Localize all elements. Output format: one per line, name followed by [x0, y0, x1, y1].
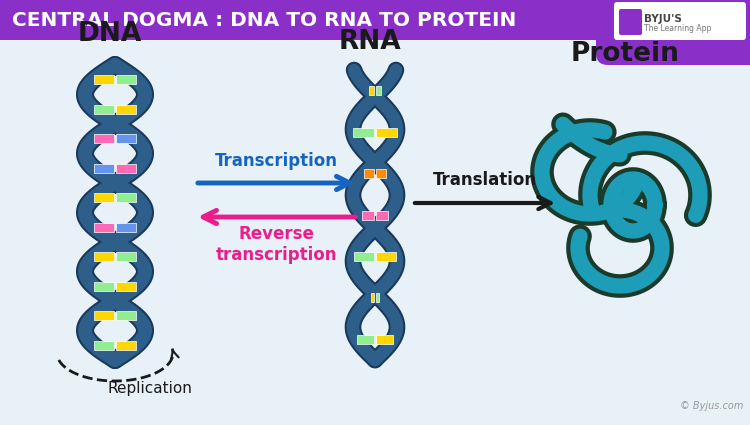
- Bar: [376, 86, 381, 95]
- Bar: [116, 134, 136, 143]
- Text: © Byjus.com: © Byjus.com: [680, 401, 744, 411]
- Bar: [116, 252, 136, 261]
- Bar: [94, 164, 114, 173]
- Bar: [376, 252, 397, 261]
- Text: Transcription: Transcription: [214, 152, 338, 170]
- FancyBboxPatch shape: [619, 9, 642, 35]
- Bar: [364, 169, 374, 178]
- Bar: [376, 210, 388, 219]
- Text: BYJU'S: BYJU'S: [644, 14, 682, 24]
- Bar: [116, 193, 136, 202]
- Bar: [94, 282, 114, 291]
- Bar: [94, 223, 114, 232]
- Bar: [353, 252, 374, 261]
- Text: Protein: Protein: [571, 41, 680, 67]
- Text: RNA: RNA: [339, 29, 401, 55]
- Text: CENTRAL DOGMA : DNA TO RNA TO PROTEIN: CENTRAL DOGMA : DNA TO RNA TO PROTEIN: [12, 11, 516, 29]
- Bar: [94, 105, 114, 114]
- Bar: [362, 210, 374, 219]
- Bar: [116, 311, 136, 320]
- Bar: [94, 75, 114, 84]
- Text: Reverse
transcription: Reverse transcription: [215, 225, 337, 264]
- Bar: [116, 282, 136, 291]
- Text: Replication: Replication: [107, 381, 193, 396]
- Bar: [116, 105, 136, 114]
- Bar: [357, 335, 374, 344]
- Bar: [376, 335, 393, 344]
- Bar: [116, 223, 136, 232]
- Text: DNA: DNA: [78, 21, 142, 47]
- FancyBboxPatch shape: [614, 2, 746, 40]
- Bar: [376, 128, 397, 137]
- FancyBboxPatch shape: [596, 0, 750, 65]
- Bar: [94, 311, 114, 320]
- Bar: [94, 252, 114, 261]
- Bar: [371, 293, 374, 302]
- Text: Translation: Translation: [433, 171, 537, 189]
- Bar: [116, 75, 136, 84]
- Bar: [376, 169, 386, 178]
- Bar: [369, 86, 374, 95]
- Text: The Learning App: The Learning App: [644, 23, 711, 32]
- Bar: [0, 0, 750, 40]
- Bar: [353, 128, 374, 137]
- Bar: [116, 341, 136, 350]
- Bar: [94, 193, 114, 202]
- Bar: [376, 293, 379, 302]
- Bar: [116, 164, 136, 173]
- Bar: [94, 134, 114, 143]
- Bar: [94, 341, 114, 350]
